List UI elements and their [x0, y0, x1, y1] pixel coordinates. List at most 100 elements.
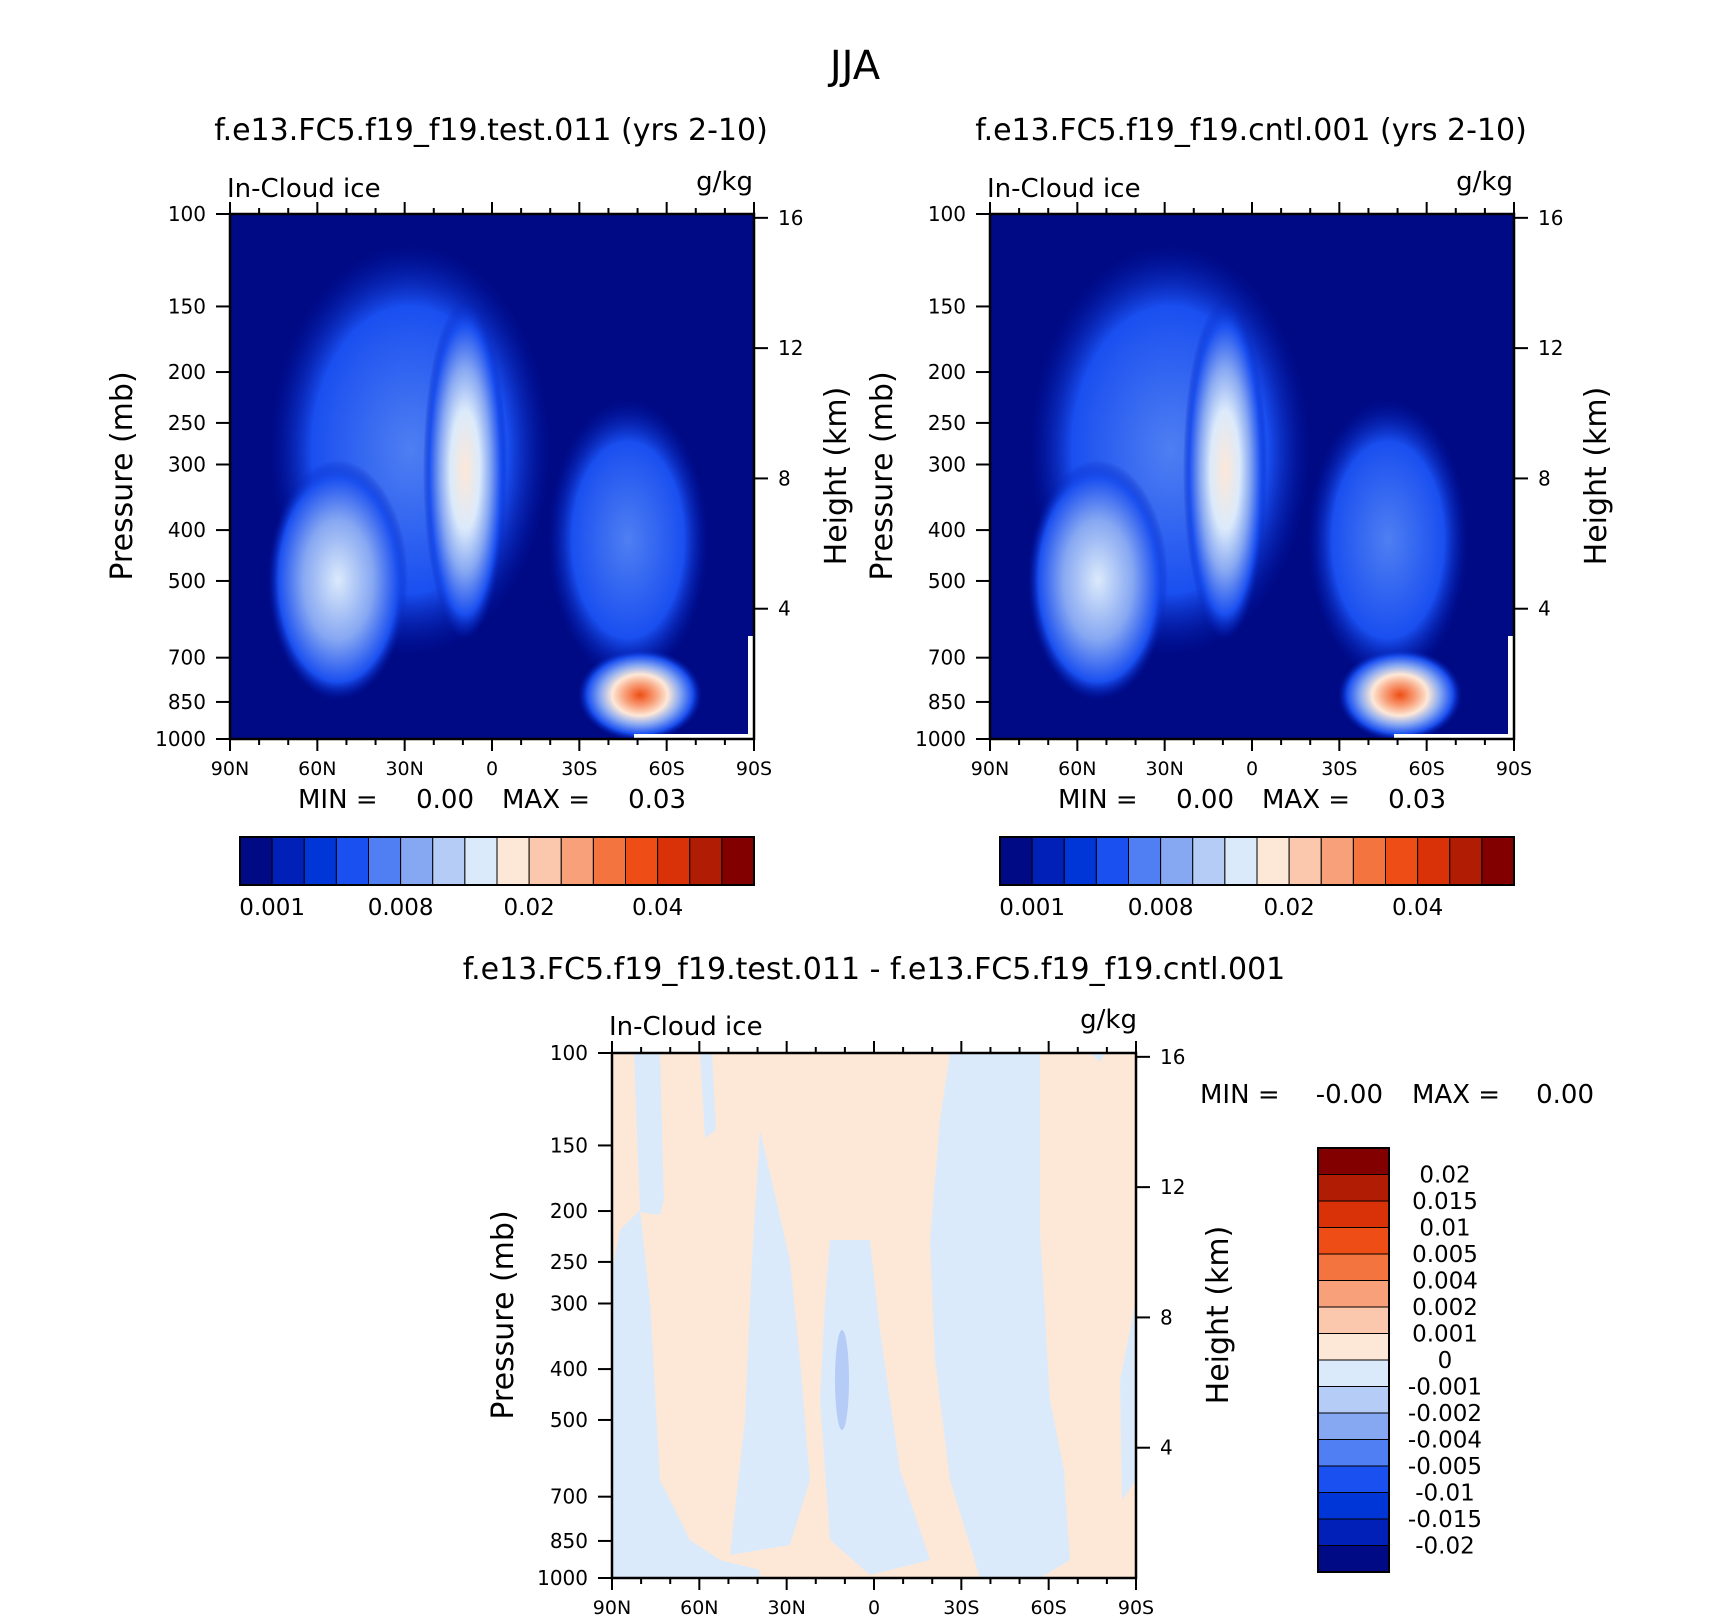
- y2-tick-label: 12: [778, 336, 803, 360]
- y-axis-title: Pressure (mb): [105, 371, 140, 580]
- plume-sh: [1308, 400, 1468, 680]
- colorbar-label: -0.015: [1408, 1507, 1482, 1533]
- x-tick-label: 30N: [1145, 758, 1183, 780]
- colorbar-label: 0.001: [1412, 1322, 1478, 1348]
- y-axis: 100 150 200 250 300 400 500 700 850 1000: [155, 202, 230, 751]
- colorbar-swatch: [1352, 836, 1386, 886]
- colorbar-frame: [239, 836, 755, 886]
- x-tick-label: 60N: [298, 758, 336, 780]
- colorbar-swatch: [303, 836, 337, 886]
- x-tick-label: 30N: [767, 1597, 805, 1616]
- stats-row: MIN = -0.00 MAX = 0.00: [1200, 1080, 1594, 1110]
- colorbar-label: -0.005: [1408, 1454, 1482, 1480]
- colorbar-swatch: [1317, 1174, 1390, 1202]
- colorbar-swatch: [271, 836, 305, 886]
- negative-region: [1120, 1300, 1136, 1500]
- x-tick-label: 90N: [211, 758, 249, 780]
- colorbar-label: -0.002: [1408, 1401, 1482, 1427]
- variable-label: In-Cloud ice: [987, 174, 1141, 204]
- x-tick-label: 30S: [1321, 758, 1357, 780]
- x-tick-label: 60N: [680, 1597, 718, 1616]
- y-tick-label: 150: [168, 294, 206, 318]
- panel-title: f.e13.FC5.f19_f19.test.011 - f.e13.FC5.f…: [463, 952, 1286, 987]
- panel-title: f.e13.FC5.f19_f19.test.011 (yrs 2-10): [214, 113, 768, 148]
- colorbar-swatch: [1317, 1518, 1390, 1546]
- y2-tick-label: 4: [1538, 597, 1551, 621]
- panel-cntl: f.e13.FC5.f19_f19.cntl.001 (yrs 2-10) In…: [865, 113, 1614, 921]
- x-tick-label: 60S: [649, 758, 685, 780]
- colorbar-swatch: [1317, 1545, 1390, 1573]
- y-axis-title: Pressure (mb): [865, 371, 900, 580]
- y-tick-label: 850: [168, 690, 206, 714]
- colorbar-swatch: [1256, 836, 1290, 886]
- colorbar-swatch: [1449, 836, 1483, 886]
- variable-label: In-Cloud ice: [227, 174, 381, 204]
- y2-tick-label: 8: [1538, 466, 1551, 490]
- field-sh-core: [1338, 649, 1462, 741]
- colorbar-swatch: [625, 836, 659, 886]
- colorbar-swatch: [1317, 1465, 1390, 1493]
- colorbar-label: -0.001: [1408, 1375, 1482, 1401]
- y2-tick-label: 16: [1160, 1045, 1185, 1069]
- colorbar-swatch: [1095, 836, 1129, 886]
- y2-axis: 16 12 8 4: [1514, 206, 1563, 621]
- x-tick-label: 0: [486, 758, 498, 780]
- colorbar-label: 0.008: [1128, 895, 1194, 921]
- field-midlat-core: [1028, 460, 1168, 700]
- y-tick-label: 400: [928, 518, 966, 542]
- colorbar-label: 0.001: [999, 895, 1065, 921]
- y-tick-label: 250: [550, 1250, 588, 1274]
- x-tick-label: 60S: [1031, 1597, 1067, 1616]
- colorbar-label: 0.008: [368, 895, 434, 921]
- plot-area: 90N 60N 30N 0 30S 60S 90S 100 150 200 250 300 400 50…: [537, 1041, 1185, 1616]
- colorbar-label: 0.002: [1412, 1295, 1478, 1321]
- x-tick-label: 0: [1246, 758, 1258, 780]
- colorbar-swatch: [1288, 836, 1322, 886]
- colorbar-swatch: [1385, 836, 1419, 886]
- colorbar-swatch: [721, 836, 755, 886]
- y-axis: 100 150 200 250 300 400 500 700 850 1000: [537, 1041, 612, 1590]
- y-tick-label: 150: [928, 294, 966, 318]
- y2-axis: 16 12 8 4: [754, 206, 803, 621]
- x-tick-label: 60N: [1058, 758, 1096, 780]
- colorbar-swatch: [560, 836, 594, 886]
- missing-data-region: [1508, 636, 1514, 734]
- colorbar-label: 0.02: [1264, 895, 1315, 921]
- colorbar-label: 0.04: [1392, 895, 1443, 921]
- colorbar-swatch: [1317, 1386, 1390, 1414]
- y-tick-label: 300: [928, 452, 966, 476]
- colorbar-swatch: [657, 836, 691, 886]
- colorbar-swatch: [1317, 1333, 1390, 1361]
- y2-tick-label: 16: [778, 206, 803, 230]
- panel-diff: f.e13.FC5.f19_f19.test.011 - f.e13.FC5.f…: [463, 952, 1594, 1616]
- colorbar-swatch: [528, 836, 562, 886]
- units-label: g/kg: [1080, 1005, 1137, 1035]
- y2-tick-label: 12: [1160, 1175, 1185, 1199]
- stat-min-value: 0.00: [1176, 785, 1234, 815]
- stat-max-value: 0.03: [1388, 785, 1446, 815]
- colorbar-swatch: [432, 836, 466, 886]
- colorbar-swatch: [335, 836, 369, 886]
- stat-min-label: MIN =: [298, 785, 378, 815]
- colorbar-swatch: [1160, 836, 1194, 886]
- colorbar-swatch: [689, 836, 723, 886]
- y-tick-label: 700: [928, 646, 966, 670]
- variable-label: In-Cloud ice: [609, 1012, 763, 1042]
- y-tick-label: 100: [168, 202, 206, 226]
- y-tick-label: 200: [928, 360, 966, 384]
- colorbar: 0.001 0.008 0.02 0.04: [239, 836, 755, 921]
- y-tick-label: 400: [168, 518, 206, 542]
- colorbar-label: 0: [1438, 1348, 1453, 1374]
- colorbar-swatch: [1031, 836, 1065, 886]
- y2-axis: 16 12 8 4: [1136, 1045, 1185, 1460]
- colorbar-frame: [999, 836, 1515, 886]
- plot-area: 90N 60N 30N 0 30S 60S 90S 100 150 200 250 300 400 50…: [915, 202, 1563, 780]
- x-tick-label: 90S: [1496, 758, 1532, 780]
- y-tick-label: 700: [168, 646, 206, 670]
- colorbar-swatch: [1192, 836, 1226, 886]
- x-tick-label: 30S: [561, 758, 597, 780]
- x-tick-label: 90N: [971, 758, 1009, 780]
- x-tick-label: 0: [868, 1597, 880, 1616]
- units-label: g/kg: [1456, 167, 1513, 197]
